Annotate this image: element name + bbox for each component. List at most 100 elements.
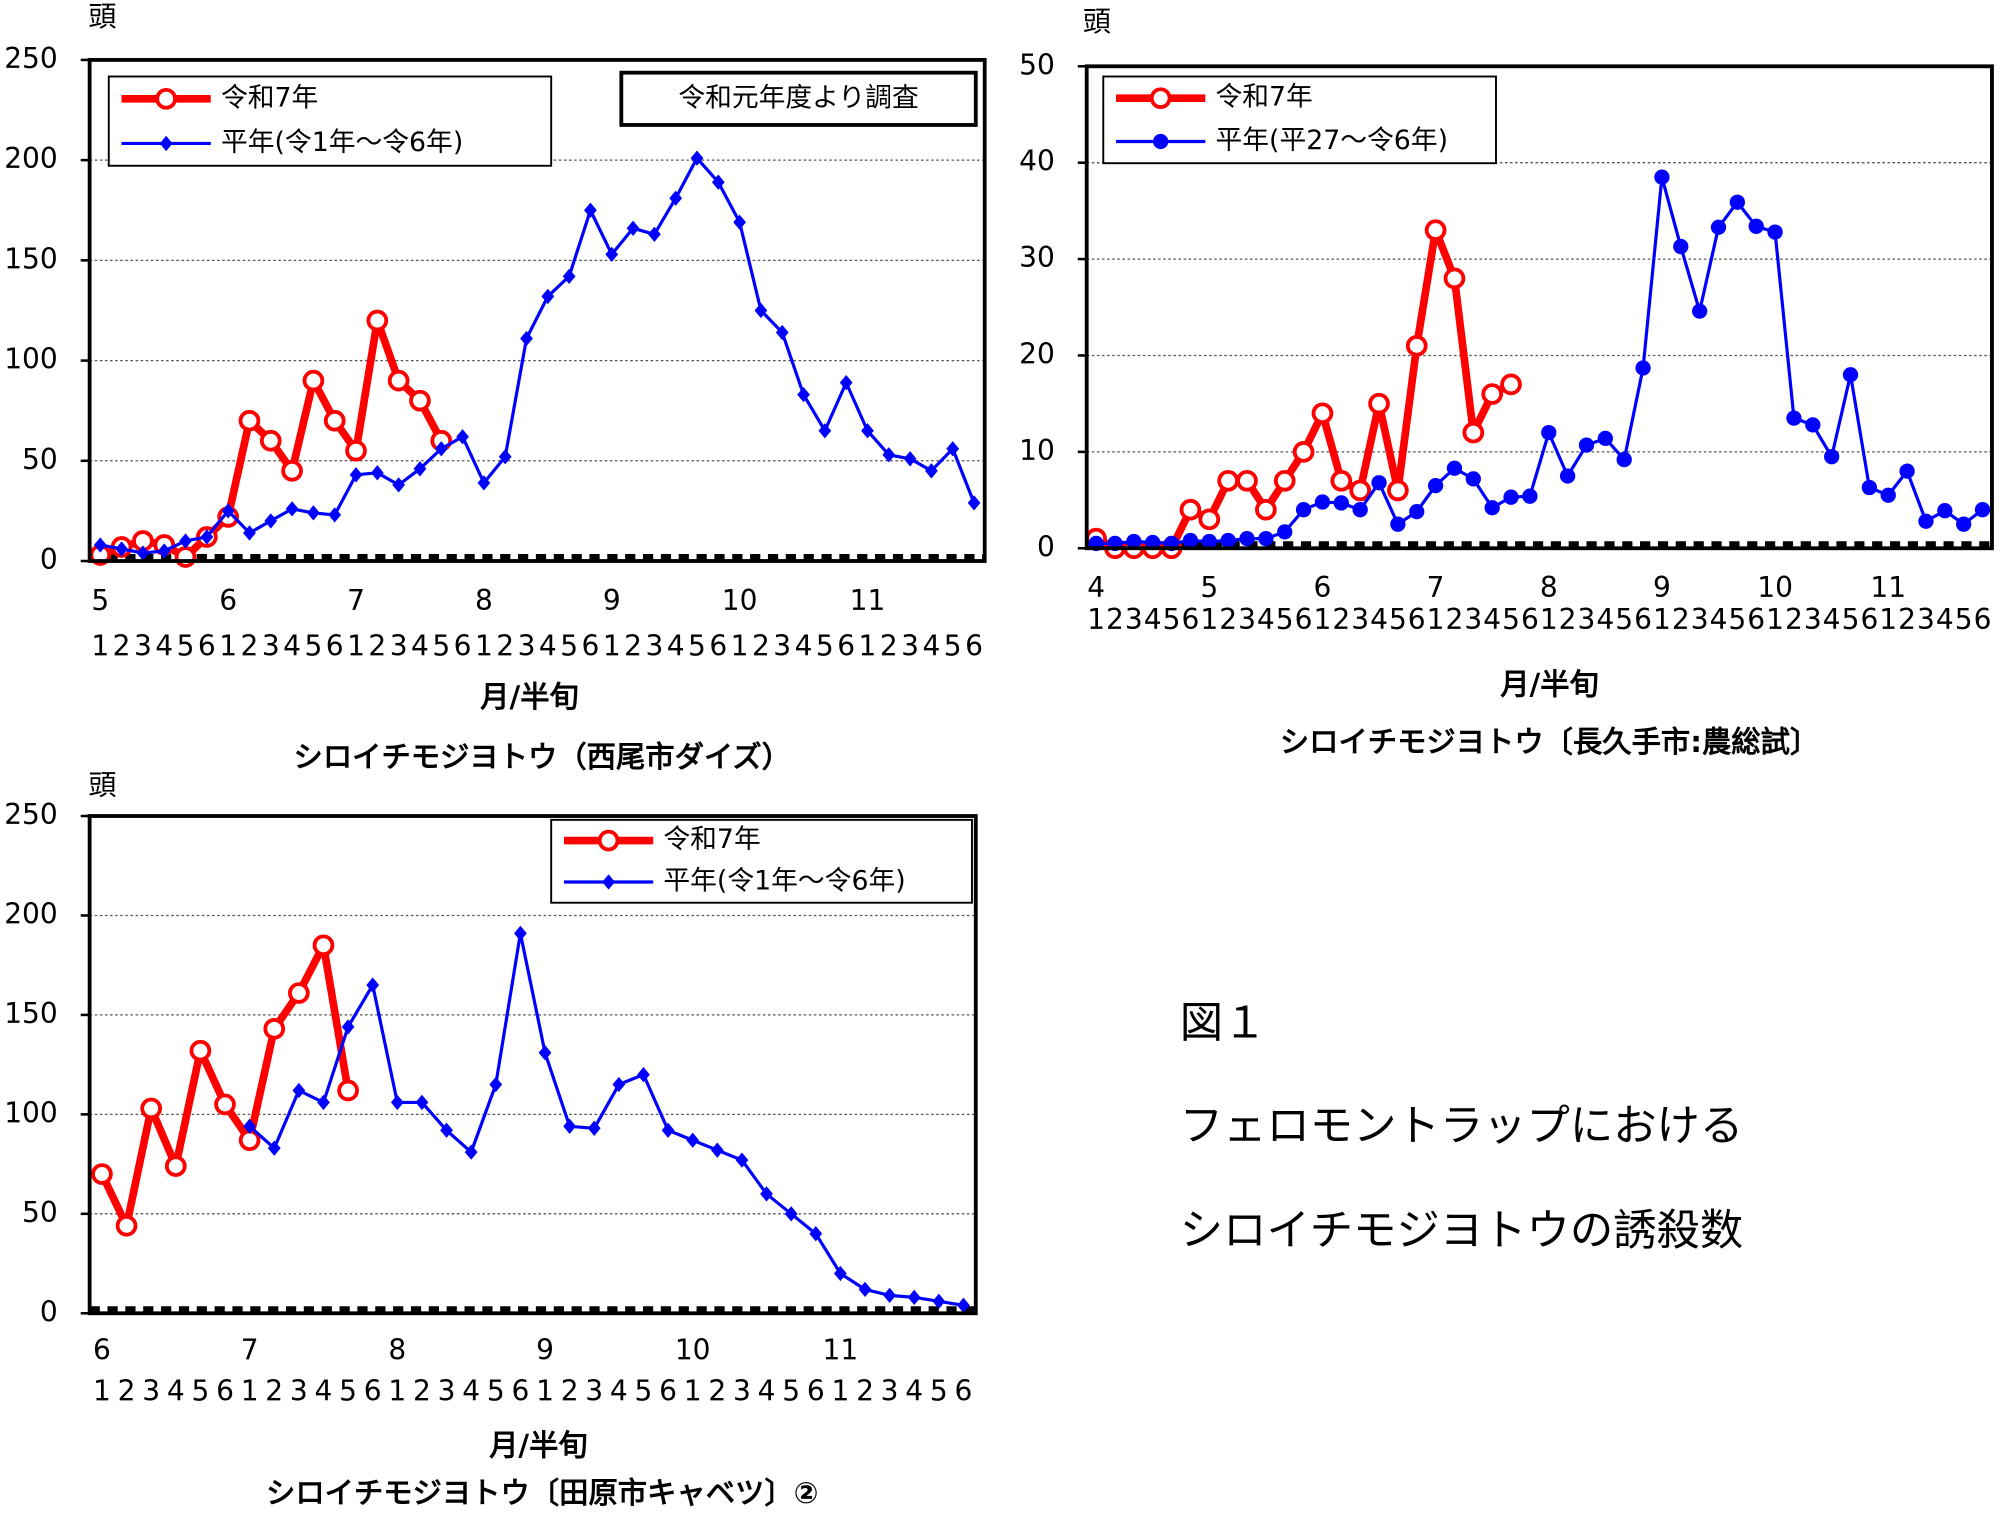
point — [648, 226, 661, 242]
legend-label: 令和7年 — [221, 82, 318, 113]
x-tick-label: 1 — [1766, 603, 1784, 636]
x-tick-label: 4 — [462, 1374, 480, 1407]
point — [189, 1039, 212, 1062]
x-tick-label: 3 — [1238, 603, 1256, 636]
point — [243, 525, 256, 541]
point — [1220, 532, 1236, 549]
x-tick-label: 5 — [1163, 603, 1181, 636]
point — [562, 268, 576, 285]
x-tick-label: 5 — [688, 630, 706, 663]
month-label: 7 — [347, 584, 365, 617]
point — [1387, 479, 1409, 502]
point — [587, 1120, 601, 1136]
x-tick-label: 1 — [91, 630, 109, 663]
point — [157, 543, 171, 559]
annotation: 令和元年度より調査 — [678, 82, 918, 113]
point — [834, 1265, 847, 1282]
point — [1654, 169, 1670, 185]
x-tick-label: 5 — [560, 630, 578, 663]
y-tick-label: 100 — [4, 343, 58, 376]
point — [1824, 449, 1840, 465]
x-tick-label: 1 — [831, 1374, 849, 1407]
x-tick-label: 2 — [1106, 603, 1124, 636]
x-tick-label: 2 — [752, 630, 770, 663]
point — [285, 501, 299, 517]
point — [366, 309, 389, 332]
month-label: 11 — [823, 1334, 859, 1367]
point — [784, 1206, 798, 1222]
x-tick-label: 4 — [1257, 603, 1275, 636]
x-tick-label: 4 — [315, 1374, 333, 1407]
month-label: 8 — [475, 584, 493, 617]
point — [264, 513, 278, 529]
x-tick-label: 5 — [930, 1374, 948, 1407]
point — [1443, 267, 1466, 290]
point — [520, 330, 533, 347]
y-tick-label: 100 — [4, 1096, 58, 1129]
y-tick-label: 200 — [4, 897, 58, 930]
x-tick-label: 4 — [610, 1374, 628, 1407]
x-tick-label: 4 — [167, 1374, 185, 1407]
point — [489, 1076, 503, 1093]
x-tick-label: 2 — [265, 1374, 283, 1407]
point — [464, 1144, 478, 1160]
point — [337, 1079, 359, 1102]
point — [115, 541, 128, 557]
x-tick-label: 5 — [1842, 603, 1860, 636]
x-tick-label: 3 — [438, 1374, 456, 1407]
x-tick-label: 4 — [1823, 603, 1841, 636]
legend-box — [550, 818, 973, 904]
point — [1311, 402, 1334, 425]
month-label: 11 — [850, 584, 886, 617]
x-tick-label: 6 — [454, 630, 472, 663]
point — [1559, 468, 1576, 484]
y-unit: 頭 — [1083, 5, 1111, 38]
x-tick-label: 3 — [1804, 603, 1822, 636]
point — [1446, 460, 1463, 476]
series-line — [99, 156, 976, 555]
point — [1405, 334, 1428, 357]
x-tick-label: 1 — [684, 1374, 702, 1407]
x-tick-label: 3 — [1691, 603, 1709, 636]
point — [164, 1155, 187, 1177]
point — [858, 1281, 872, 1298]
x-tick-label: 5 — [1955, 603, 1973, 636]
point — [1710, 219, 1727, 235]
point — [1597, 430, 1613, 447]
point — [1578, 437, 1595, 453]
x-axis-label: 月/半旬 — [489, 1429, 588, 1463]
point — [1179, 498, 1202, 521]
caption-line: シロイチモジヨトウの誘殺数 — [1180, 1206, 1743, 1256]
point — [1295, 502, 1312, 518]
y-tick-label: 250 — [4, 798, 58, 831]
x-tick-label: 4 — [411, 630, 429, 663]
point — [1424, 219, 1447, 242]
point — [434, 441, 448, 457]
legend-label: 令和7年 — [663, 824, 760, 855]
point — [498, 449, 512, 465]
point — [179, 533, 192, 549]
point — [1937, 503, 1953, 519]
y-tick-label: 0 — [40, 543, 58, 576]
plot-frame — [87, 58, 987, 563]
x-tick-label: 4 — [1483, 603, 1501, 636]
x-tick-label: 5 — [635, 1374, 653, 1407]
point — [1277, 524, 1293, 540]
x-tick-label: 5 — [177, 630, 195, 663]
y-tick-label: 150 — [4, 997, 58, 1030]
legend-marker — [602, 874, 615, 890]
point — [1258, 530, 1274, 547]
x-tick-label: 5 — [1615, 603, 1633, 636]
x-tick-label: 6 — [1182, 603, 1200, 636]
x-tick-label: 3 — [733, 1374, 751, 1407]
x-tick-label: 2 — [880, 630, 898, 663]
x-tick-label: 1 — [1200, 603, 1218, 636]
point — [1462, 421, 1485, 444]
x-tick-label: 5 — [944, 630, 962, 663]
point — [1465, 471, 1481, 487]
point — [1273, 469, 1296, 492]
month-label: 6 — [1314, 571, 1332, 604]
point — [477, 475, 491, 491]
x-tick-label: 4 — [1936, 603, 1954, 636]
